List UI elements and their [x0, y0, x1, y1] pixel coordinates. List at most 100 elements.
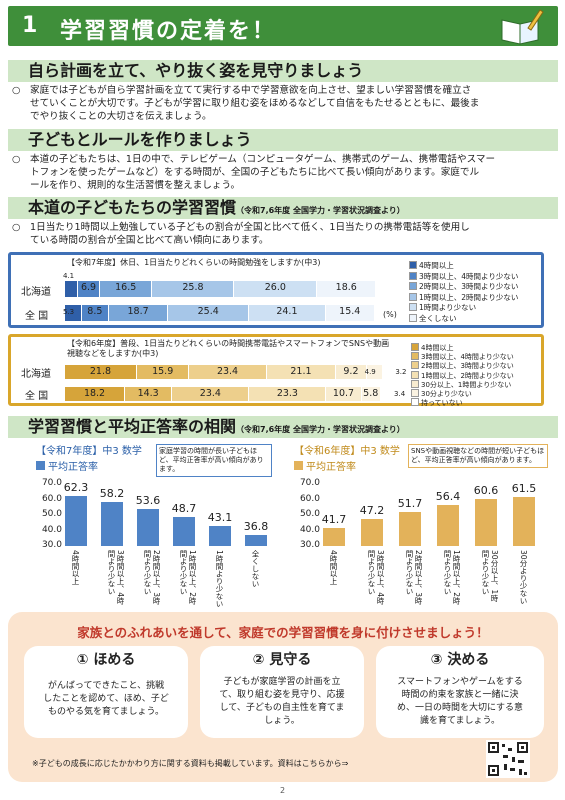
y-tick-label: 60.0 — [299, 493, 320, 504]
stacked-bar-segment: 18.2 — [65, 387, 126, 401]
unit-label: (%) — [383, 310, 397, 319]
legend-label: 4時間以上 — [421, 344, 454, 352]
sns-score-chart: 【令和6年度】中3 数学 平均正答率 SNSや動画視聴などの時間が短い子どもほど… — [290, 442, 560, 610]
legend-swatch — [411, 361, 419, 370]
column-bar — [245, 535, 267, 546]
legend-swatch — [409, 303, 417, 311]
legend-swatch — [411, 352, 419, 361]
stacked-bar-segment: 25.8 — [152, 281, 235, 297]
row-label: 北海道 — [21, 287, 51, 298]
stacked-bar-segment: 23.4 — [172, 387, 250, 401]
card-heading: ① ほめる — [76, 652, 136, 668]
stacked-bar-segment: 23.3 — [249, 387, 327, 401]
legend-label: 全くしない — [419, 313, 457, 323]
stacked-bar-segment — [65, 305, 82, 321]
legend-item: 30分以上、1時間より少ない — [411, 379, 541, 389]
section-paragraph: ○ 本道の子どもたちは、1日の中で、テレビゲーム（コンピュータゲーム、携帯式のゲ… — [12, 154, 496, 191]
y-tick-label: 70.0 — [299, 478, 320, 488]
section-heading: 本道の子どもたちの学習習慣（令和7,6年度 全国学力・学習状況調査より） — [8, 197, 558, 219]
advice-card: ① ほめる がんばってできたこと、挑戦 したことを認めて、ほめ、子ど ものやる気… — [24, 646, 188, 738]
callout-note: 家庭学習の時間が長い子どもほど、平均正答率が高い傾向があります。 — [156, 444, 272, 477]
legend-swatch — [411, 379, 419, 388]
study-score-chart: 【令和7年度】中3 数学 平均正答率 家庭学習の時間が長い子どもほど、平均正答率… — [36, 442, 276, 610]
page-number: 2 — [279, 786, 286, 795]
stacked-bar-segment: 25.4 — [168, 305, 250, 321]
column-bar — [209, 525, 231, 546]
legend-swatch — [409, 313, 417, 322]
section-heading: 学習習慣と平均正答率の相関（令和7,6年度 全国学力・学習状況調査より） — [8, 416, 558, 438]
legend-item: 30分より少ない — [411, 389, 541, 398]
legend: 4時間以上 3時間以上、4時間より少ない 2時間以上、3時間より少ない 1時間以上、2… — [409, 261, 541, 324]
legend: 平均正答率 — [294, 458, 356, 473]
stacked-bar-segment: 5.8 — [361, 387, 381, 401]
data-label: 56.4 — [435, 490, 461, 504]
stacked-bar-segment: 16.5 — [99, 281, 153, 297]
stacked-bar-segment: 8.5 — [81, 305, 109, 321]
chart-plot: 4.1 6.9 16.5 25.8 26.0 18.6 5.3 8.5 18.7 25.4 24.1… — [63, 271, 383, 325]
row-label: 全 国 — [25, 311, 49, 322]
stacked-bar-segment: 14.3 — [125, 387, 173, 401]
legend-item: 1時間以上、2時間より少ない — [409, 292, 541, 304]
y-tick-label: 40.0 — [299, 524, 320, 535]
legend: 4時間以上 3時間以上、4時間より少ない 2時間以上、3時間より少ない 1時間以上、2… — [411, 343, 541, 407]
chart-plot: 21.8 15.9 23.4 21.1 9.2 4.9 3.2 18.2 14.3 23.4 23.… — [65, 361, 406, 405]
data-label: 41.7 — [321, 512, 347, 526]
data-label: 4.1 — [63, 272, 75, 280]
x-tick-label: 1時間以上、2時間より少ない — [179, 550, 197, 605]
chart-plot: 70.0 60.0 50.0 40.0 30.0 62.3 4時間以上 58.2 3時間以上、4… — [36, 476, 276, 610]
legend-item: 4時間以上 — [409, 261, 541, 272]
card-heading: ② 見守る — [252, 652, 312, 668]
column-bar — [323, 527, 345, 546]
data-label: 3.4 — [394, 390, 406, 398]
stacked-bar-segment — [366, 365, 383, 379]
stacked-bar-segment: 24.1 — [249, 305, 326, 321]
column-bar — [65, 495, 87, 546]
legend-label: 2時間以上、3時間より少ない — [419, 282, 519, 291]
y-tick-label: 50.0 — [41, 509, 62, 519]
chapter-title: 学習習慣の定着を！ — [60, 19, 277, 44]
stacked-bar-segment: 23.4 — [189, 365, 267, 379]
legend-item: 4時間以上 — [411, 343, 541, 352]
qr-code-icon[interactable] — [486, 740, 530, 778]
data-label: 51.7 — [397, 497, 423, 511]
legend-swatch — [409, 271, 417, 280]
stacked-bar-segment: 15.4 — [325, 305, 375, 321]
advice-card: ② 見守る 子どもが家庭学習の計画を立 て、取り組む姿を見守り、応援 して、子ど… — [200, 646, 364, 738]
legend-item: 1時間以上、2時間より少ない — [411, 370, 541, 380]
stacked-bar-segment: 18.7 — [108, 305, 169, 321]
resource-note: ※子どもの成長に応じたかかわり方に関する資料も掲載しています。資料はこちらから⇒ — [32, 759, 349, 768]
panel-title: 家族とのふれあいを通して、家庭での学習習慣を身に付けさせましょう！ — [77, 625, 489, 640]
section-paragraph: ○ 1日当たり1時間以上勉強している子どもの割合が全国と比べて低く、1日当たりの… — [12, 222, 470, 246]
legend-label: 持っていない — [421, 399, 463, 408]
chart-title: 【令和6年度】中3 数学 — [294, 446, 400, 457]
x-tick-label: 1時間以上、2時間より少ない — [443, 550, 461, 605]
stacked-bar-segment: 10.7 — [326, 387, 362, 401]
legend: 平均正答率 — [36, 458, 98, 473]
y-tick-label: 70.0 — [41, 478, 62, 488]
legend-label: 30分以上、1時間より少ない — [421, 380, 512, 389]
column-bar — [513, 497, 535, 546]
chapter-header: 1 学習習慣の定着を！ — [8, 6, 558, 46]
legend-swatch — [409, 292, 417, 301]
stacked-bar-segment: 6.9 — [78, 281, 100, 297]
stacked-bar-segment: 18.6 — [317, 281, 377, 297]
chart-plot: 70.0 60.0 50.0 40.0 30.0 41.7 4時間以上 47.2 3時間以上、4… — [290, 476, 560, 610]
data-label: 47.2 — [359, 504, 385, 518]
chapter-number: 1 — [22, 13, 38, 38]
y-tick-label: 30.0 — [41, 540, 62, 550]
column-bar — [361, 519, 383, 546]
stacked-bar-segment: 21.1 — [266, 365, 337, 379]
column-bar — [399, 512, 421, 546]
legend-item: 1時間より少ない — [409, 303, 541, 314]
data-label: 5.3 — [63, 308, 75, 316]
stacked-bar-segment — [382, 365, 394, 379]
stacked-bar-segment: 26.0 — [234, 281, 318, 297]
stacked-bar-segment: 15.9 — [136, 365, 190, 379]
legend-label: 3時間以上、4時間より少ない — [419, 271, 519, 281]
legend-label: 1時間以上、2時間より少ない — [419, 292, 519, 302]
legend-label: 2時間以上、3時間より少ない — [421, 362, 514, 371]
legend-swatch — [411, 343, 419, 351]
legend-item: 持っていない — [411, 398, 541, 407]
study-time-chart: 【令和7年度】休日、1日当たりどれくらいの時間勉強をしますか(中3) 北海道 全… — [8, 252, 544, 328]
callout-note: SNSや動画視聴などの時間が短い子どもほど、平均正答率が高い傾向があります。 — [408, 444, 548, 468]
